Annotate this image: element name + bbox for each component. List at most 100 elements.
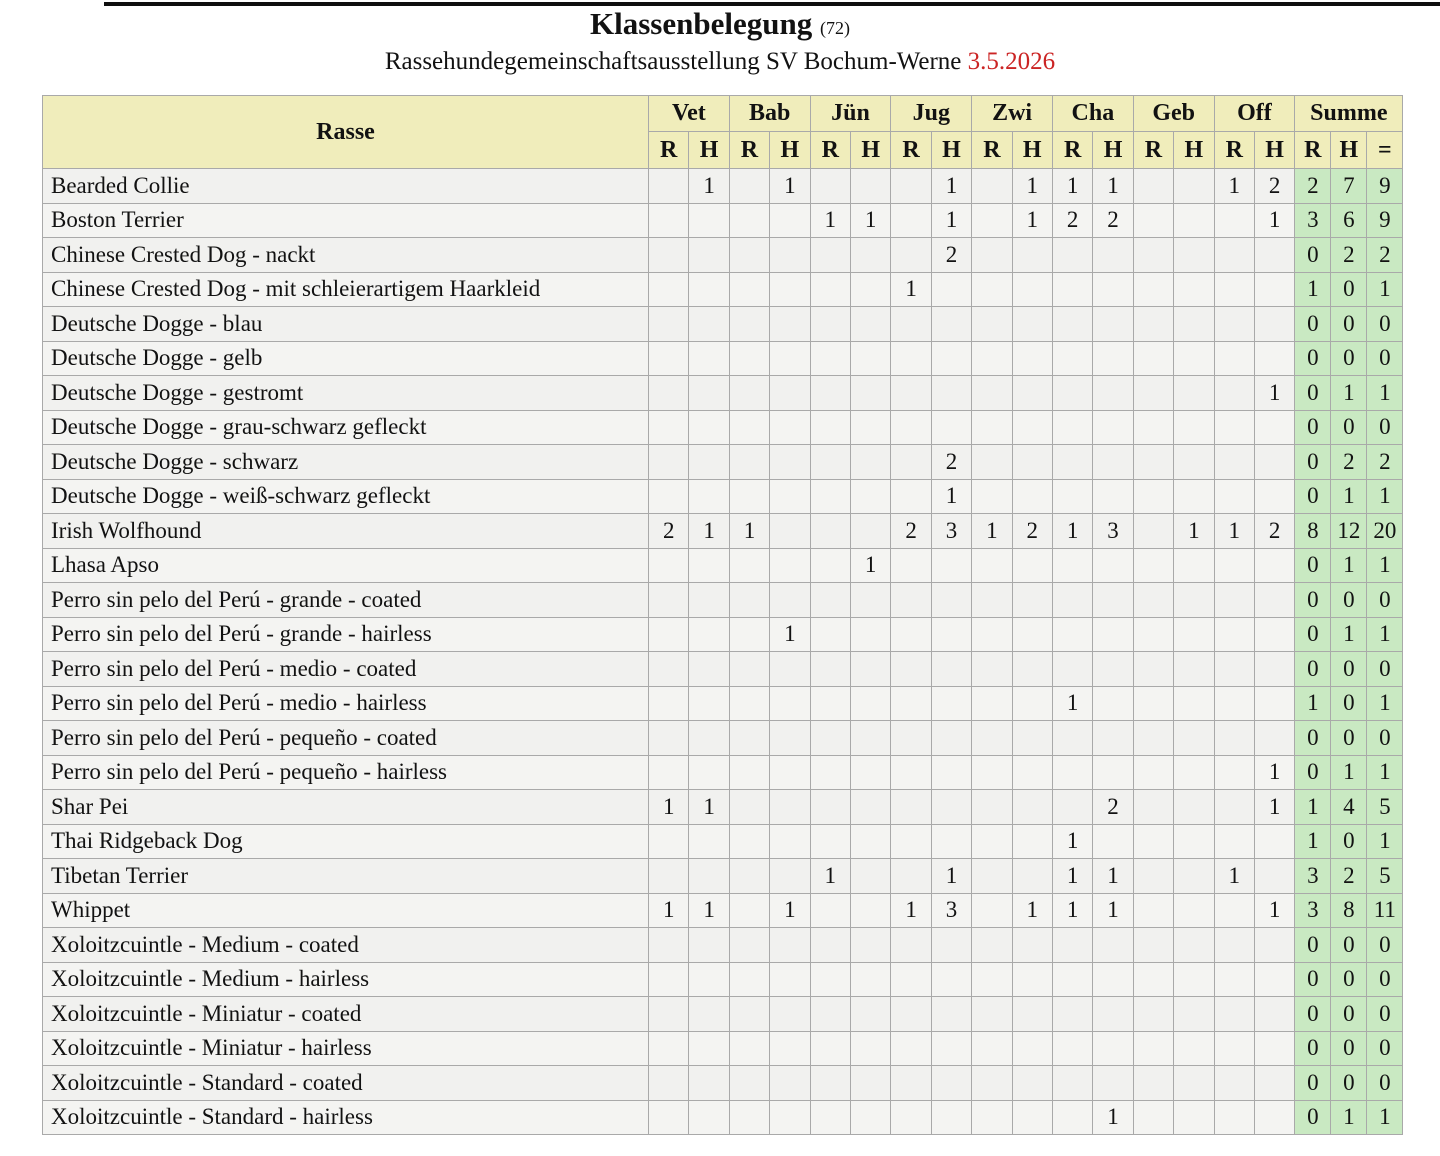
count-cell xyxy=(849,789,892,825)
count-cell xyxy=(849,375,892,411)
count-cell: 1 xyxy=(688,513,730,549)
count-cell xyxy=(849,823,892,859)
count-cell xyxy=(1051,478,1094,514)
count-cell xyxy=(890,1065,932,1101)
count-cell xyxy=(1213,651,1255,687)
count-cell xyxy=(1253,651,1296,687)
count-cell: 2 xyxy=(647,513,690,549)
sum-cell: 4 xyxy=(1330,789,1368,825)
count-cell xyxy=(688,996,730,1032)
subcol-header: = xyxy=(1366,131,1404,169)
sum-cell: 0 xyxy=(1294,720,1332,756)
count-cell xyxy=(1051,1065,1094,1101)
subcol-header: R xyxy=(1294,131,1332,169)
table-row: Deutsche Dogge - gelb 0 0 0 xyxy=(42,340,1404,376)
count-cell xyxy=(1132,202,1175,238)
count-cell xyxy=(849,616,892,652)
count-cell xyxy=(1132,996,1175,1032)
count-cell xyxy=(1253,582,1296,618)
count-cell xyxy=(1011,1030,1053,1066)
count-cell xyxy=(647,306,690,342)
count-cell xyxy=(890,754,932,790)
count-cell xyxy=(647,168,690,204)
count-cell: 2 xyxy=(1092,202,1134,238)
sum-cell: 0 xyxy=(1294,237,1332,273)
count-cell xyxy=(1213,961,1255,997)
sum-cell: 0 xyxy=(1330,651,1368,687)
count-cell xyxy=(1173,547,1215,583)
count-cell xyxy=(1132,651,1175,687)
count-cell xyxy=(1011,720,1053,756)
count-cell xyxy=(930,1030,973,1066)
count-cell xyxy=(728,168,771,204)
count-cell xyxy=(930,409,973,445)
count-cell xyxy=(1173,789,1215,825)
count-cell xyxy=(1213,306,1255,342)
count-cell xyxy=(1092,1065,1134,1101)
count-cell xyxy=(971,444,1013,480)
count-cell xyxy=(728,1030,771,1066)
table-row: Chinese Crested Dog - mit schleierartige… xyxy=(42,271,1404,307)
count-cell xyxy=(849,927,892,963)
count-cell xyxy=(1253,409,1296,445)
table-row: Deutsche Dogge - grau-schwarz gefleckt 0 0… xyxy=(42,409,1404,445)
count-cell xyxy=(1051,754,1094,790)
count-cell xyxy=(809,685,851,721)
count-cell xyxy=(971,685,1013,721)
count-cell xyxy=(1253,1065,1296,1101)
count-cell xyxy=(688,202,730,238)
count-cell xyxy=(1213,444,1255,480)
col-group-geb: Geb xyxy=(1132,95,1215,132)
count-cell xyxy=(728,444,771,480)
sum-cell: 6 xyxy=(1330,202,1368,238)
count-cell xyxy=(728,823,771,859)
breed-name-cell: Deutsche Dogge - blau xyxy=(42,306,649,342)
sum-cell: 0 xyxy=(1366,409,1404,445)
count-cell xyxy=(728,996,771,1032)
count-cell xyxy=(1132,1030,1175,1066)
sum-cell: 0 xyxy=(1366,582,1404,618)
count-cell xyxy=(688,927,730,963)
col-group-cha: Cha xyxy=(1051,95,1134,132)
count-cell xyxy=(930,789,973,825)
sum-cell: 0 xyxy=(1294,478,1332,514)
count-cell xyxy=(647,409,690,445)
count-cell xyxy=(688,685,730,721)
subcol-header: R xyxy=(1051,131,1094,169)
top-rule xyxy=(104,2,1440,6)
count-cell xyxy=(1011,927,1053,963)
table-row: Xoloitzcuintle - Standard - coated 0 0 0 xyxy=(42,1065,1404,1101)
sum-cell: 1 xyxy=(1366,478,1404,514)
count-cell xyxy=(1253,823,1296,859)
col-group-jun: Jün xyxy=(809,95,892,132)
count-cell xyxy=(1213,789,1255,825)
sum-cell: 1 xyxy=(1330,547,1368,583)
count-cell xyxy=(809,168,851,204)
count-cell xyxy=(728,685,771,721)
count-cell xyxy=(849,1030,892,1066)
count-cell xyxy=(688,961,730,997)
breed-name-cell: Xoloitzcuintle - Medium - coated xyxy=(42,927,649,963)
count-cell xyxy=(688,1099,730,1135)
count-cell xyxy=(728,1065,771,1101)
count-cell xyxy=(1011,1065,1053,1101)
count-cell xyxy=(1011,823,1053,859)
count-cell xyxy=(1051,409,1094,445)
count-cell xyxy=(1213,823,1255,859)
count-cell xyxy=(1092,927,1134,963)
count-cell xyxy=(971,1099,1013,1135)
count-cell xyxy=(769,961,811,997)
count-cell xyxy=(728,616,771,652)
count-cell: 1 xyxy=(647,892,690,928)
count-cell xyxy=(971,1030,1013,1066)
count-cell xyxy=(1051,237,1094,273)
count-cell xyxy=(1092,444,1134,480)
count-cell xyxy=(1092,685,1134,721)
count-cell xyxy=(971,237,1013,273)
count-cell: 2 xyxy=(930,237,973,273)
count-cell xyxy=(688,754,730,790)
count-cell: 2 xyxy=(1092,789,1134,825)
sum-cell: 3 xyxy=(1294,202,1332,238)
subtitle-text: Rassehundegemeinschaftsausstellung SV Bo… xyxy=(384,48,962,75)
count-cell xyxy=(1132,616,1175,652)
